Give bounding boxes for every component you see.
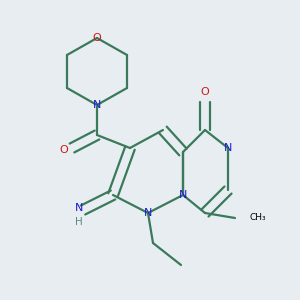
- Text: O: O: [93, 33, 101, 43]
- Text: O: O: [60, 145, 68, 155]
- Text: O: O: [201, 87, 209, 97]
- Text: N: N: [224, 143, 232, 153]
- Text: N: N: [179, 190, 187, 200]
- Text: N: N: [93, 100, 101, 110]
- Text: CH₃: CH₃: [249, 214, 266, 223]
- Text: H: H: [75, 217, 83, 227]
- Text: N: N: [144, 208, 152, 218]
- Text: N: N: [75, 203, 83, 213]
